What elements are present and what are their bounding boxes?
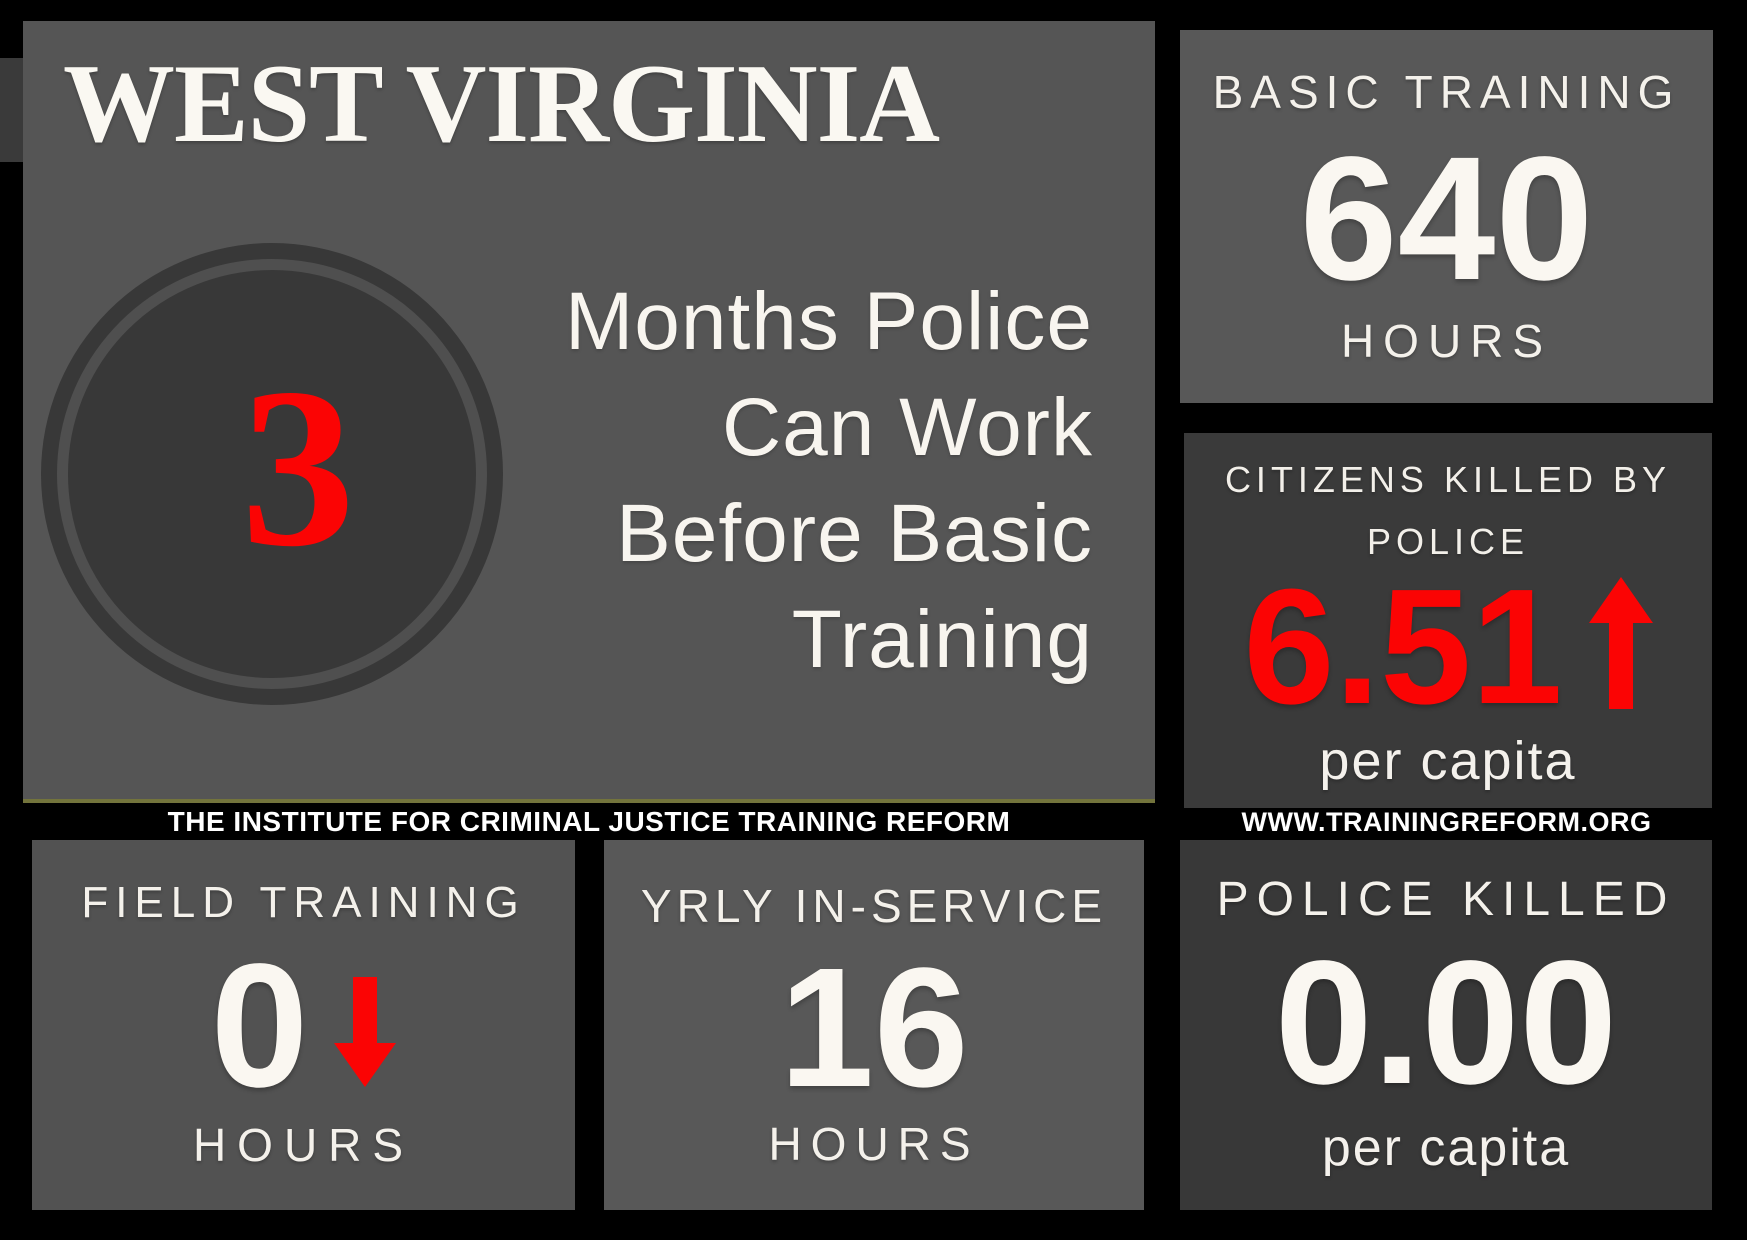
citizens-killed-value: 6.51 (1243, 554, 1563, 738)
arrow-stem (1608, 622, 1633, 709)
field-training-value-row: 0 (210, 927, 397, 1124)
police-killed-value: 0.00 (1274, 925, 1618, 1122)
yearly-inservice-card: YRLY IN-SERVICE 16 HOURS (604, 840, 1144, 1210)
police-killed-unit: per capita (1321, 1118, 1571, 1177)
state-title: WEST VIRGINIA (63, 42, 940, 166)
main-panel: WEST VIRGINIA 3 Months Police Can Work B… (23, 21, 1155, 803)
months-line-4: Training (791, 594, 1093, 685)
left-edge-accent (0, 58, 23, 162)
field-training-value: 0 (210, 927, 309, 1124)
citizens-killed-heading-line1: CITIZENS KILLED BY (1224, 458, 1672, 500)
arrow-head (334, 1043, 397, 1087)
field-training-card: FIELD TRAINING 0 HOURS (32, 840, 575, 1210)
field-training-unit: HOURS (192, 1119, 415, 1172)
basic-training-value: 640 (1299, 121, 1594, 318)
months-value: 3 (241, 342, 355, 594)
citizens-killed-unit: per capita (1319, 731, 1577, 792)
arrow-stem (353, 977, 378, 1043)
basic-training-heading: BASIC TRAINING (1212, 66, 1681, 119)
circle-ring (57, 259, 487, 689)
months-circle: 3 (41, 243, 503, 705)
basic-training-card: BASIC TRAINING 640 HOURS (1180, 30, 1713, 403)
months-line-2: Can Work (721, 382, 1093, 473)
trend-up-arrow-icon (1588, 576, 1653, 709)
months-line-1: Months Police (564, 276, 1093, 367)
citizens-killed-heading-line2: POLICE (1366, 520, 1530, 562)
police-killed-card: POLICE KILLED 0.00 per capita (1180, 840, 1712, 1210)
trend-down-arrow-icon (334, 977, 397, 1087)
months-description: Months Police Can Work Before Basic Trai… (565, 269, 1093, 693)
institute-caption: THE INSTITUTE FOR CRIMINAL JUSTICE TRAIN… (167, 806, 1011, 837)
basic-training-unit: HOURS (1340, 314, 1553, 367)
citizens-killed-card: CITIZENS KILLED BY POLICE 6.51 per capit… (1184, 433, 1712, 808)
field-training-heading: FIELD TRAINING (81, 877, 526, 927)
website-caption: WWW.TRAININGREFORM.ORG (1241, 806, 1652, 837)
yearly-inservice-unit: HOURS (768, 1118, 980, 1171)
months-line-3: Before Basic (616, 488, 1093, 579)
citizens-killed-value-row: 6.51 (1243, 554, 1653, 738)
yearly-inservice-heading: YRLY IN-SERVICE (640, 879, 1108, 932)
arrow-head (1588, 576, 1653, 623)
police-killed-heading: POLICE KILLED (1216, 873, 1676, 927)
citizens-killed-heading: CITIZENS KILLED BY POLICE (1225, 449, 1671, 573)
yearly-inservice-value: 16 (779, 932, 969, 1123)
